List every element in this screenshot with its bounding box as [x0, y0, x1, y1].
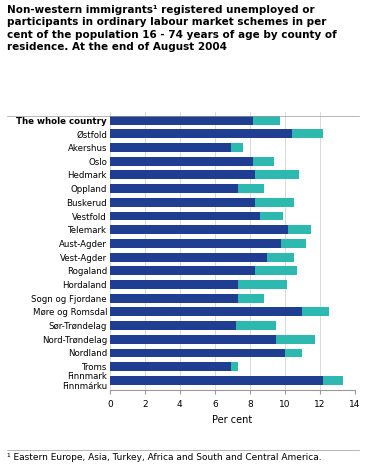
X-axis label: Per cent: Per cent	[212, 414, 253, 424]
Bar	[285, 349, 302, 357]
Bar	[292, 130, 324, 139]
Bar	[238, 294, 264, 303]
Bar	[110, 335, 276, 344]
Bar	[302, 308, 329, 317]
Bar	[110, 267, 255, 276]
Bar	[236, 321, 276, 330]
Bar	[110, 376, 324, 385]
Bar	[253, 117, 280, 125]
Bar	[110, 158, 253, 166]
Bar	[110, 349, 285, 357]
Bar	[238, 185, 264, 194]
Bar	[255, 198, 294, 208]
Bar	[110, 294, 238, 303]
Text: ¹ Eastern Europe, Asia, Turkey, Africa and South and Central America.: ¹ Eastern Europe, Asia, Turkey, Africa a…	[7, 452, 322, 461]
Bar	[324, 376, 343, 385]
Bar	[110, 308, 302, 317]
Bar	[110, 212, 261, 221]
Bar	[255, 267, 297, 276]
Bar	[276, 335, 315, 344]
Bar	[268, 253, 294, 262]
Text: Non-western immigrants¹ registered unemployed or
participants in ordinary labour: Non-western immigrants¹ registered unemp…	[7, 5, 337, 52]
Bar	[110, 239, 281, 248]
Bar	[231, 144, 243, 153]
Bar	[110, 253, 268, 262]
Bar	[110, 117, 253, 125]
Bar	[110, 280, 238, 289]
Bar	[110, 321, 236, 330]
Bar	[281, 239, 306, 248]
Bar	[110, 130, 292, 139]
Bar	[238, 280, 287, 289]
Bar	[110, 171, 255, 180]
Bar	[288, 226, 311, 235]
Bar	[110, 144, 231, 153]
Bar	[255, 171, 299, 180]
Bar	[261, 212, 283, 221]
Bar	[253, 158, 274, 166]
Bar	[110, 226, 288, 235]
Bar	[110, 185, 238, 194]
Bar	[110, 198, 255, 208]
Bar	[231, 362, 238, 371]
Bar	[110, 362, 231, 371]
